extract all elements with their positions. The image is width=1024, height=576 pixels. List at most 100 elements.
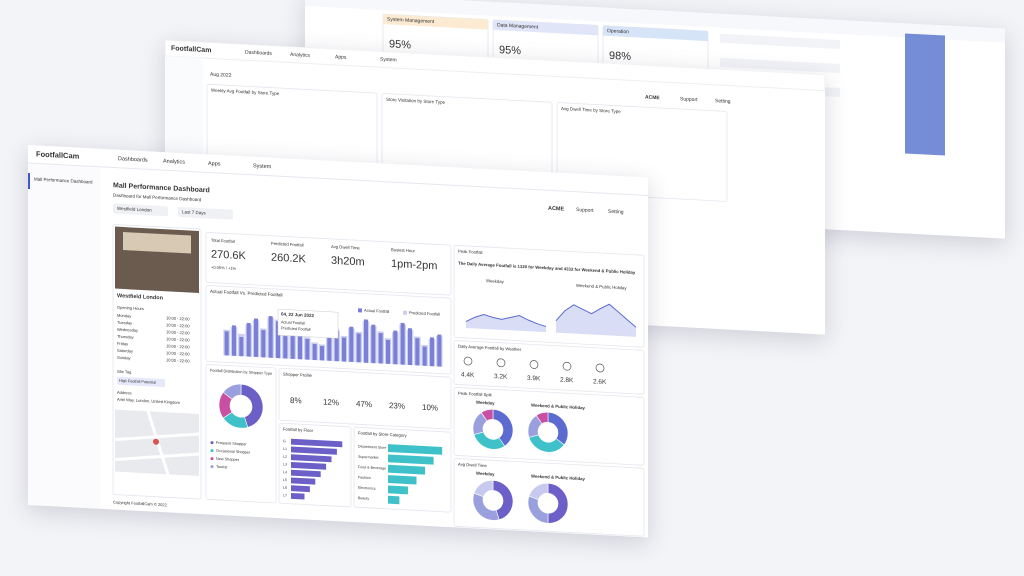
- chart-title: Peak Footfall: [458, 249, 482, 255]
- bar: [363, 319, 369, 363]
- chart-title: Daily Average Footfall by Weather: [458, 344, 522, 352]
- bar: [291, 477, 316, 485]
- chart-title: Footfall by Store Category: [358, 430, 408, 438]
- hours: 10:00 - 22:00: [166, 343, 190, 349]
- bar-label: L3: [283, 462, 287, 466]
- table-row: [720, 33, 840, 50]
- card-value: 95%: [499, 44, 521, 57]
- profile-value: 23%: [389, 401, 405, 411]
- filter-label: Last 7 Days: [182, 209, 206, 215]
- nav-item: System: [253, 163, 272, 170]
- nav-item: System: [380, 57, 397, 64]
- profile-value: 8%: [290, 396, 302, 406]
- legend-label: Occasional Shopper: [216, 449, 251, 455]
- legend-label: Frequent Shopper: [216, 441, 247, 447]
- tag: [117, 376, 165, 388]
- hours: 10:00 - 22:00: [166, 336, 190, 342]
- bar: [327, 335, 332, 361]
- donut-label: Weekday: [476, 471, 495, 477]
- sidebar-active: [28, 173, 30, 190]
- bar: [312, 343, 317, 361]
- kpi-change: +0.05% / +1%: [211, 265, 237, 271]
- bar: [291, 469, 321, 478]
- bar: [291, 492, 305, 500]
- bar: [341, 337, 347, 362]
- chart-title: Avg Dwell Time: [458, 462, 487, 469]
- filter: [113, 203, 168, 217]
- donut-segment: [528, 482, 549, 501]
- bar: [231, 325, 237, 356]
- legend-dot: [210, 457, 214, 461]
- chart-title: Peak Footfall Split: [458, 391, 493, 398]
- bar: [261, 330, 266, 358]
- bar-label: L6: [283, 486, 287, 490]
- legend-label: Actual Footfall: [364, 308, 389, 314]
- tooltip-series: Predicted Footfall: [281, 326, 311, 332]
- legend-label: Tourist: [216, 465, 228, 470]
- donut-segment: [480, 409, 494, 422]
- card-header: [493, 19, 598, 36]
- bar: [378, 332, 383, 364]
- bar-label: L4: [283, 470, 287, 474]
- bar: [393, 330, 398, 365]
- hours: 10:00 - 22:00: [166, 315, 190, 321]
- filter: [178, 206, 233, 220]
- bar: [305, 338, 310, 360]
- profile-value: 47%: [356, 399, 372, 409]
- card-header: [383, 14, 488, 30]
- link: Support: [576, 207, 594, 214]
- nav-item: Apps: [208, 161, 221, 168]
- kpi-label: Total Footfall: [211, 238, 235, 244]
- day: Friday: [117, 341, 128, 347]
- series-label: Weekday: [486, 278, 505, 284]
- account: ACME: [645, 94, 660, 101]
- chart-title: Actual Footfall Vs. Predicted Footfall: [210, 289, 282, 298]
- chart-title: Shopper Profile: [283, 371, 313, 378]
- donut-segment: [222, 383, 242, 400]
- filter: Aug 2022: [210, 72, 232, 79]
- legend-label: Predicted Footfall: [409, 310, 440, 317]
- hours: 10:00 - 22:00: [166, 350, 190, 356]
- sidebar: [28, 164, 100, 509]
- bar-label: Supermarket: [358, 455, 379, 460]
- header-bar: [305, 0, 1005, 43]
- weather-value: 2.6K: [593, 378, 607, 386]
- copyright: Copyright FootfallCam © 2022: [113, 500, 168, 508]
- weather-value: 3.2K: [494, 373, 508, 381]
- nav-item: Apps: [335, 54, 347, 61]
- hours: 10:00 - 22:00: [166, 329, 190, 335]
- bar: [291, 485, 310, 493]
- chart-title: Avg Dwell Time by Store Type: [561, 106, 621, 114]
- bar: [224, 331, 229, 356]
- legend-dot: [210, 441, 214, 445]
- card: [205, 232, 452, 296]
- weather-icon: [595, 363, 605, 373]
- kpi-label: Avg Dwell Time: [331, 244, 360, 251]
- kpi-value: 3h20m: [331, 255, 365, 269]
- site-photo-light: [123, 231, 191, 254]
- front-panel: FootfallCam Dashboards Analytics Apps System…: [28, 145, 648, 538]
- side-blocks: [905, 33, 945, 156]
- section-title: Address: [117, 390, 132, 396]
- bar-label: L1: [283, 447, 287, 451]
- nav-divider: [28, 162, 648, 196]
- bar-label: Electronics: [358, 486, 376, 491]
- bar: [407, 328, 413, 366]
- donut-label: Weekend & Public Holiday: [531, 474, 585, 482]
- bar: [437, 334, 442, 367]
- day: Sunday: [117, 355, 131, 361]
- weather-icon: [562, 361, 572, 371]
- legend-label: New Shopper: [216, 457, 240, 462]
- donut-label: Weekday: [476, 400, 495, 406]
- bar: [283, 335, 288, 359]
- donut-segment: [535, 411, 549, 425]
- tooltip-series: Actual Footfall: [281, 320, 305, 325]
- series-label: Weekend & Public Holiday: [576, 283, 627, 291]
- address: Ariel Way, London, United Kingdom: [117, 397, 181, 405]
- map-pin: [153, 438, 159, 445]
- weather-value: 3.9K: [527, 375, 541, 383]
- bar: [422, 346, 427, 366]
- bar: [291, 438, 343, 448]
- area: [556, 304, 636, 337]
